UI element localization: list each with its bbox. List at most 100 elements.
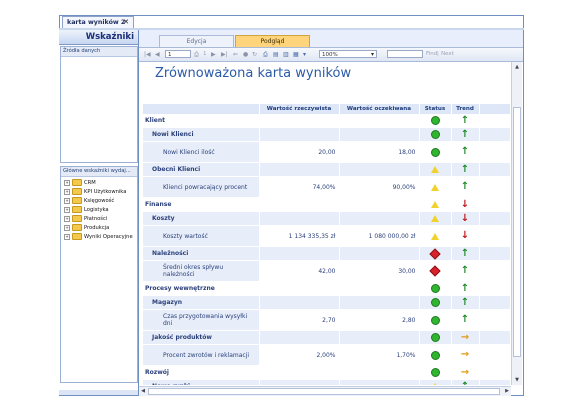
table-row[interactable]: Procesy wewnętrzne ↑ bbox=[143, 281, 510, 296]
warning-status-icon bbox=[431, 232, 439, 240]
export-dropdown-icon[interactable]: ▾ bbox=[303, 51, 307, 58]
table-row[interactable]: Procent zwrotów i reklamacji 2,00% 1,70% → bbox=[143, 344, 510, 366]
table-row[interactable]: Rozwój → bbox=[143, 365, 510, 380]
table-row[interactable]: Czas przygotowania wysyłki dni 2,70 2,80 ↑ bbox=[143, 309, 510, 331]
table-row[interactable]: Klienci powracający procent 74,00% 90,00% ↑ bbox=[143, 176, 510, 198]
tree-item[interactable]: + Płatności bbox=[64, 215, 107, 223]
table-row[interactable]: Koszty ↓ bbox=[143, 211, 510, 226]
table-row[interactable]: Jakość produktów → bbox=[143, 330, 510, 345]
print-layout-icon[interactable]: ▤ bbox=[273, 51, 279, 58]
horizontal-scroll-thumb[interactable] bbox=[148, 388, 500, 395]
target-value-cell: 1 080 000,00 zł bbox=[339, 225, 420, 247]
document-tab[interactable]: karta wyników 2 ✕ bbox=[62, 16, 134, 28]
table-row[interactable]: Nowi Klienci ↑ bbox=[143, 127, 510, 142]
table-row[interactable]: Klient ↑ bbox=[143, 114, 510, 128]
scorecard-header-row: Wartość rzeczywista Wartość oczekiwana S… bbox=[143, 104, 510, 114]
column-header: Wartość oczekiwana bbox=[339, 104, 420, 114]
actual-value-cell bbox=[259, 330, 340, 345]
table-row[interactable]: Należności ↑ bbox=[143, 246, 510, 261]
next-link[interactable]: Next bbox=[441, 51, 454, 57]
find-link[interactable]: Find bbox=[426, 51, 438, 57]
target-value-cell: 30,00 bbox=[339, 260, 420, 282]
folder-icon bbox=[72, 197, 82, 204]
vertical-scroll-thumb[interactable] bbox=[513, 107, 521, 357]
scroll-up-icon[interactable]: ▲ bbox=[515, 64, 519, 70]
back-icon[interactable]: ⇐ bbox=[233, 51, 239, 58]
print-icon[interactable]: ⎙ bbox=[263, 51, 268, 58]
scroll-left-icon[interactable]: ◀ bbox=[141, 388, 145, 394]
expand-icon[interactable]: + bbox=[64, 224, 70, 231]
table-row[interactable]: Średni okres spływu należności 42,00 30,00… bbox=[143, 260, 510, 282]
green-status-icon bbox=[430, 116, 440, 125]
tree-item-label: Księgowość bbox=[84, 198, 115, 204]
expand-icon[interactable]: + bbox=[64, 215, 70, 222]
trend-up-icon: ↑ bbox=[460, 128, 470, 140]
page-setup-icon[interactable]: ▥ bbox=[283, 51, 289, 58]
refresh-icon[interactable]: ↻ bbox=[252, 51, 258, 58]
table-row[interactable]: Nowi Klienci ilość 20,00 18,00 ↑ bbox=[143, 141, 510, 163]
actual-value-cell bbox=[259, 246, 340, 261]
table-row[interactable]: Nowe rynki ↑ bbox=[143, 379, 510, 385]
tree-item[interactable]: + Wyniki Operacyjne bbox=[64, 233, 133, 241]
expand-icon[interactable]: + bbox=[64, 197, 70, 204]
scorecard-table: Wartość rzeczywista Wartość oczekiwana S… bbox=[143, 104, 510, 385]
table-row[interactable]: Finanse ↓ bbox=[143, 197, 510, 212]
first-page-icon[interactable]: |◀ bbox=[144, 51, 151, 58]
row-name-cell: Nowi Klienci ilość bbox=[143, 141, 260, 163]
expand-icon[interactable]: + bbox=[64, 179, 70, 186]
expand-icon[interactable]: + bbox=[64, 188, 70, 195]
warning-status-icon bbox=[431, 201, 439, 208]
tab-edit[interactable]: Edycja bbox=[159, 35, 234, 47]
tab-preview[interactable]: Podgląd bbox=[235, 35, 310, 47]
warning-status-icon bbox=[431, 166, 439, 173]
trend-cell: ↓ bbox=[451, 225, 480, 247]
zoom-select[interactable]: 100% bbox=[319, 50, 377, 58]
stop-icon[interactable]: ● bbox=[243, 51, 249, 58]
tree-item[interactable]: + Logistyka bbox=[64, 206, 109, 214]
row-name-cell: Finanse bbox=[143, 197, 260, 212]
export-icon[interactable]: ▦ bbox=[293, 51, 299, 58]
target-value: 30,00 bbox=[398, 267, 416, 275]
prev-page-icon[interactable]: ◀ bbox=[155, 51, 160, 58]
vertical-scrollbar[interactable]: ▲ ▼ bbox=[511, 62, 522, 385]
tree-item[interactable]: + KPI Użytkownika bbox=[64, 188, 126, 196]
row-name: Procesy wewnętrzne bbox=[145, 285, 215, 292]
spacer-cell bbox=[479, 330, 510, 345]
spacer-cell bbox=[479, 197, 510, 212]
last-page-icon[interactable]: ▶| bbox=[221, 51, 228, 58]
table-row[interactable]: Magazyn ↑ bbox=[143, 295, 510, 310]
green-status-icon bbox=[430, 315, 440, 325]
trend-cell: ↑ bbox=[451, 281, 480, 296]
page-count: 1 bbox=[203, 51, 207, 57]
trend-right-icon: → bbox=[460, 331, 470, 343]
spacer-cell bbox=[479, 344, 510, 366]
column-header: Wartość rzeczywista bbox=[259, 104, 340, 114]
row-name-cell: Koszty wartość bbox=[143, 225, 260, 247]
next-page-icon[interactable]: ▶ bbox=[211, 51, 216, 58]
tree-item[interactable]: + Księgowość bbox=[64, 197, 114, 205]
trend-cell: ↑ bbox=[451, 309, 480, 331]
tree-item[interactable]: + CRM bbox=[64, 179, 96, 187]
actual-value-cell bbox=[259, 211, 340, 226]
row-name: Nowi Klienci ilość bbox=[163, 148, 215, 156]
status-cell bbox=[419, 344, 452, 366]
scroll-right-icon[interactable]: ▶ bbox=[505, 388, 509, 394]
tree-item[interactable]: + Produkcja bbox=[64, 224, 109, 232]
horizontal-scrollbar[interactable]: ◀ ▶ bbox=[139, 386, 511, 396]
close-icon[interactable]: ✕ bbox=[123, 18, 129, 26]
expand-icon[interactable]: + bbox=[64, 233, 70, 240]
scroll-down-icon[interactable]: ▼ bbox=[515, 377, 519, 383]
folder-icon bbox=[72, 179, 82, 186]
column-header bbox=[479, 104, 510, 114]
red-status-icon bbox=[429, 265, 441, 277]
expand-icon[interactable]: + bbox=[64, 206, 70, 213]
trend-up-icon: ↑ bbox=[460, 163, 470, 175]
table-row[interactable]: Koszty wartość 1 134 335,35 zł 1 080 000,0… bbox=[143, 225, 510, 247]
chevron-down-icon[interactable]: ▾ bbox=[371, 51, 375, 58]
trend-up-icon: ↑ bbox=[460, 247, 470, 259]
view-tabs: Edycja Podgląd bbox=[139, 30, 523, 47]
status-cell bbox=[419, 365, 452, 380]
find-input[interactable] bbox=[387, 50, 423, 58]
page-number-input[interactable]: 1 bbox=[165, 50, 191, 58]
table-row[interactable]: Obecni Klienci ↑ bbox=[143, 162, 510, 177]
